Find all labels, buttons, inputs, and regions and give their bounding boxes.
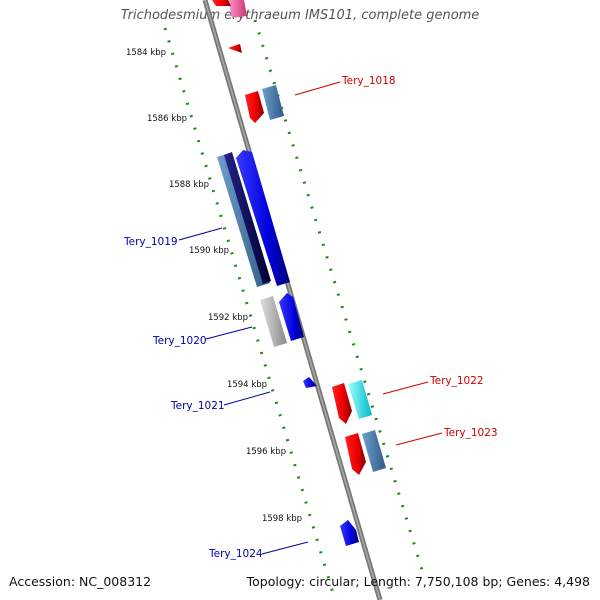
gene-label-tery-1018[interactable]: Tery_1018 <box>341 75 396 87</box>
gene-red-1018a <box>245 91 264 123</box>
tick-label-1594: 1594 kbp <box>227 380 267 390</box>
leader-line-tery-1022 <box>382 381 429 395</box>
gene-navy-1019 <box>224 152 271 284</box>
accession-text: Accession: NC_008312 <box>9 574 152 589</box>
gene-cyan-1022 <box>348 380 372 419</box>
leader-line-tery-1024 <box>261 541 309 555</box>
gene-blue-1019 <box>236 150 290 286</box>
gene-blue-1021 <box>303 377 317 388</box>
gene-label-tery-1022[interactable]: Tery_1022 <box>429 375 484 387</box>
reverse-gene-labels: Tery_1019 Tery_1020 Tery_1021 Tery_1024 <box>123 227 309 560</box>
gene-steel-1018 <box>262 85 284 120</box>
tick-label-1598: 1598 kbp <box>262 514 302 524</box>
tick-label-1592: 1592 kbp <box>208 313 248 323</box>
tick-label-1590: 1590 kbp <box>189 246 229 256</box>
tick-label-1586: 1586 kbp <box>147 114 187 124</box>
gene-label-tery-1021[interactable]: Tery_1021 <box>170 400 225 412</box>
tick-label-1588: 1588 kbp <box>169 180 209 190</box>
gene-gray-1020 <box>260 296 287 347</box>
genome-summary-text: Topology: circular; Length: 7,750,108 bp… <box>246 574 590 589</box>
tick-label-1596: 1596 kbp <box>246 447 286 457</box>
gene-red-small <box>228 44 242 53</box>
tick-label-1584: 1584 kbp <box>126 48 166 58</box>
gene-pink-top <box>228 0 247 18</box>
gene-label-tery-1020[interactable]: Tery_1020 <box>152 335 207 347</box>
gene-red-top <box>212 0 231 6</box>
leader-line-tery-1020 <box>205 326 253 340</box>
gene-blue-1024 <box>340 520 359 546</box>
gene-label-tery-1023[interactable]: Tery_1023 <box>443 427 498 439</box>
gene-blue-1020 <box>279 293 304 341</box>
leader-line-tery-1018 <box>294 81 341 96</box>
gene-features <box>212 0 386 546</box>
gene-label-tery-1019[interactable]: Tery_1019 <box>123 236 178 248</box>
leader-line-tery-1021 <box>223 391 271 406</box>
gene-steel-1023 <box>362 430 386 472</box>
gene-red-1022 <box>332 383 352 424</box>
forward-gene-labels: Tery_1018 Tery_1022 Tery_1023 <box>294 75 498 446</box>
gene-red-1023 <box>345 433 366 475</box>
tick-labels: 1584 kbp 1586 kbp 1588 kbp 1590 kbp 1592… <box>126 48 302 524</box>
right-tick-rail <box>253 19 424 571</box>
leader-line-tery-1019 <box>178 227 223 241</box>
leader-line-tery-1023 <box>395 432 443 446</box>
gene-label-tery-1024[interactable]: Tery_1024 <box>208 548 263 560</box>
